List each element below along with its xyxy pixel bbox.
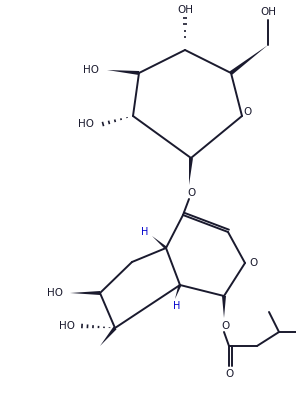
Text: HO: HO [78,119,94,129]
Text: HO: HO [83,65,99,75]
Polygon shape [107,70,139,75]
Text: O: O [226,369,234,379]
Text: O: O [244,107,252,117]
Polygon shape [222,296,226,318]
Text: H: H [173,301,181,311]
Text: HO: HO [59,321,75,331]
Text: OH: OH [177,5,193,15]
Polygon shape [189,158,193,185]
Text: H: H [141,227,149,237]
Polygon shape [100,327,117,346]
Text: O: O [249,258,257,268]
Polygon shape [175,285,181,299]
Polygon shape [152,236,167,249]
Text: O: O [187,188,195,198]
Text: OH: OH [260,7,276,17]
Text: HO: HO [47,288,63,298]
Text: O: O [222,321,230,331]
Polygon shape [70,291,100,295]
Polygon shape [230,45,268,75]
